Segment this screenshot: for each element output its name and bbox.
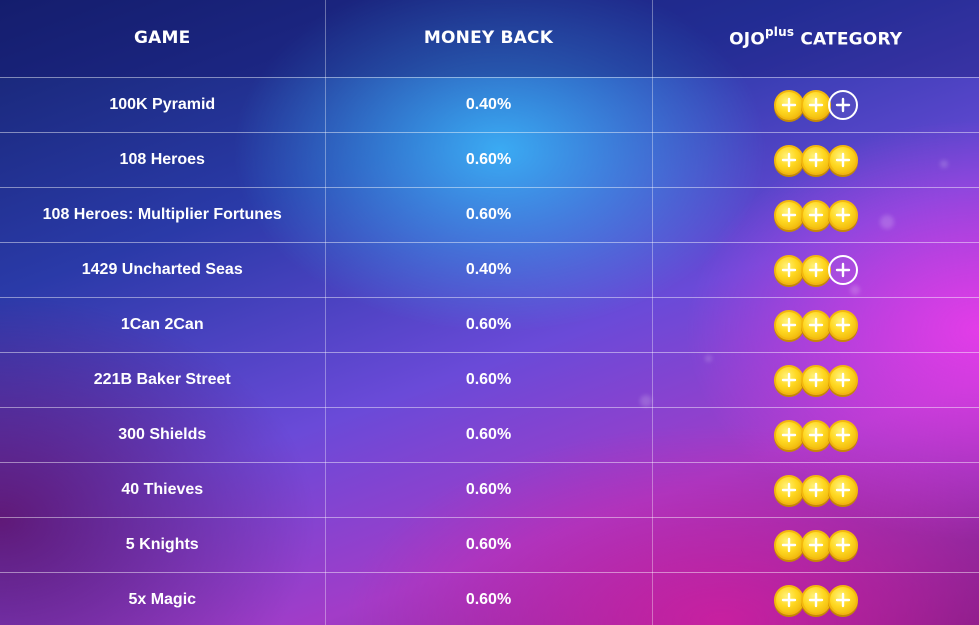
money-back-cell: 0.60% — [325, 572, 653, 625]
plus-coin-icon — [827, 199, 858, 230]
ojo-label: OJO — [729, 29, 765, 50]
category-coin-rating — [773, 363, 858, 397]
header-row: GAME MONEY BACK OJOplus CATEGORY — [0, 0, 979, 78]
plus-superscript: plus — [765, 24, 795, 39]
plus-coin-icon — [800, 529, 831, 560]
plus-coin-icon — [800, 144, 831, 175]
category-coin-rating — [773, 198, 858, 232]
plus-coin-icon — [773, 89, 804, 120]
ojoplus-category-cell — [652, 352, 979, 408]
game-name-cell: 1Can 2Can — [0, 297, 326, 353]
category-coin-rating — [773, 528, 858, 562]
money-back-cell: 0.60% — [325, 132, 653, 188]
plus-coin-icon — [773, 254, 804, 285]
ojoplus-category-cell — [652, 517, 979, 573]
plus-coin-icon — [773, 529, 804, 560]
plus-coin-icon — [800, 474, 831, 505]
category-coin-rating — [773, 143, 858, 177]
table-row: 108 Heroes: Multiplier Fortunes 0.60% — [0, 187, 979, 243]
table-row: 100K Pyramid 0.40% — [0, 77, 979, 133]
table-header: GAME MONEY BACK OJOplus CATEGORY — [0, 0, 979, 78]
money-back-cell: 0.60% — [325, 407, 653, 463]
game-name-cell: 40 Thieves — [0, 462, 326, 518]
ojoplus-category-cell — [652, 462, 979, 518]
table-row: 1Can 2Can 0.60% — [0, 297, 979, 353]
game-name-cell: 5x Magic — [0, 572, 326, 625]
category-coin-rating — [773, 473, 858, 507]
plus-coin-icon — [773, 474, 804, 505]
table-row: 1429 Uncharted Seas 0.40% — [0, 242, 979, 298]
money-back-cell: 0.60% — [325, 517, 653, 573]
column-header-ojoplus-category: OJOplus CATEGORY — [652, 0, 979, 78]
plus-coin-icon — [773, 199, 804, 230]
plus-coin-icon — [827, 144, 858, 175]
category-coin-rating — [773, 583, 858, 617]
plus-coin-outline-icon — [827, 254, 858, 285]
table-body: 100K Pyramid 0.40% 108 Heroes 0.60% 108 Hero… — [0, 77, 979, 625]
plus-coin-icon — [773, 364, 804, 395]
money-back-cell: 0.40% — [325, 77, 653, 133]
plus-coin-icon — [800, 254, 831, 285]
table-row: 221B Baker Street 0.60% — [0, 352, 979, 408]
game-name-cell: 300 Shields — [0, 407, 326, 463]
plus-coin-icon — [827, 529, 858, 560]
table-row: 40 Thieves 0.60% — [0, 462, 979, 518]
table-row: 5 Knights 0.60% — [0, 517, 979, 573]
money-back-cell: 0.60% — [325, 352, 653, 408]
plus-coin-icon — [773, 419, 804, 450]
plus-coin-icon — [800, 199, 831, 230]
column-header-money-back: MONEY BACK — [325, 0, 653, 78]
table-row: 108 Heroes 0.60% — [0, 132, 979, 188]
game-name-cell: 100K Pyramid — [0, 77, 326, 133]
game-name-cell: 108 Heroes — [0, 132, 326, 188]
plus-coin-icon — [827, 309, 858, 340]
plus-coin-icon — [827, 584, 858, 615]
plus-coin-icon — [800, 584, 831, 615]
plus-coin-icon — [827, 419, 858, 450]
ojoplus-category-cell — [652, 242, 979, 298]
column-header-game: GAME — [0, 0, 326, 78]
ojoplus-category-cell — [652, 187, 979, 243]
category-coin-rating — [773, 308, 858, 342]
game-name-cell: 108 Heroes: Multiplier Fortunes — [0, 187, 326, 243]
game-name-cell: 1429 Uncharted Seas — [0, 242, 326, 298]
ojoplus-category-cell — [652, 77, 979, 133]
game-name-cell: 5 Knights — [0, 517, 326, 573]
category-coin-rating — [773, 418, 858, 452]
table-row: 5x Magic 0.60% — [0, 572, 979, 625]
category-label: CATEGORY — [794, 29, 903, 50]
plus-coin-icon — [800, 364, 831, 395]
plus-coin-icon — [773, 144, 804, 175]
ojoplus-category-cell — [652, 572, 979, 625]
plus-coin-icon — [773, 584, 804, 615]
game-name-cell: 221B Baker Street — [0, 352, 326, 408]
money-back-cell: 0.60% — [325, 462, 653, 518]
plus-coin-icon — [827, 364, 858, 395]
ojoplus-category-cell — [652, 132, 979, 188]
money-back-cell: 0.60% — [325, 297, 653, 353]
money-back-cell: 0.60% — [325, 187, 653, 243]
ojoplus-category-cell — [652, 297, 979, 353]
plus-coin-icon — [827, 474, 858, 505]
money-back-cell: 0.40% — [325, 242, 653, 298]
plus-coin-icon — [800, 89, 831, 120]
plus-coin-icon — [800, 419, 831, 450]
category-coin-rating — [773, 253, 858, 287]
plus-coin-icon — [773, 309, 804, 340]
category-coin-rating — [773, 88, 858, 122]
ojoplus-category-cell — [652, 407, 979, 463]
plus-coin-outline-icon — [827, 89, 858, 120]
plus-coin-icon — [800, 309, 831, 340]
table-row: 300 Shields 0.60% — [0, 407, 979, 463]
